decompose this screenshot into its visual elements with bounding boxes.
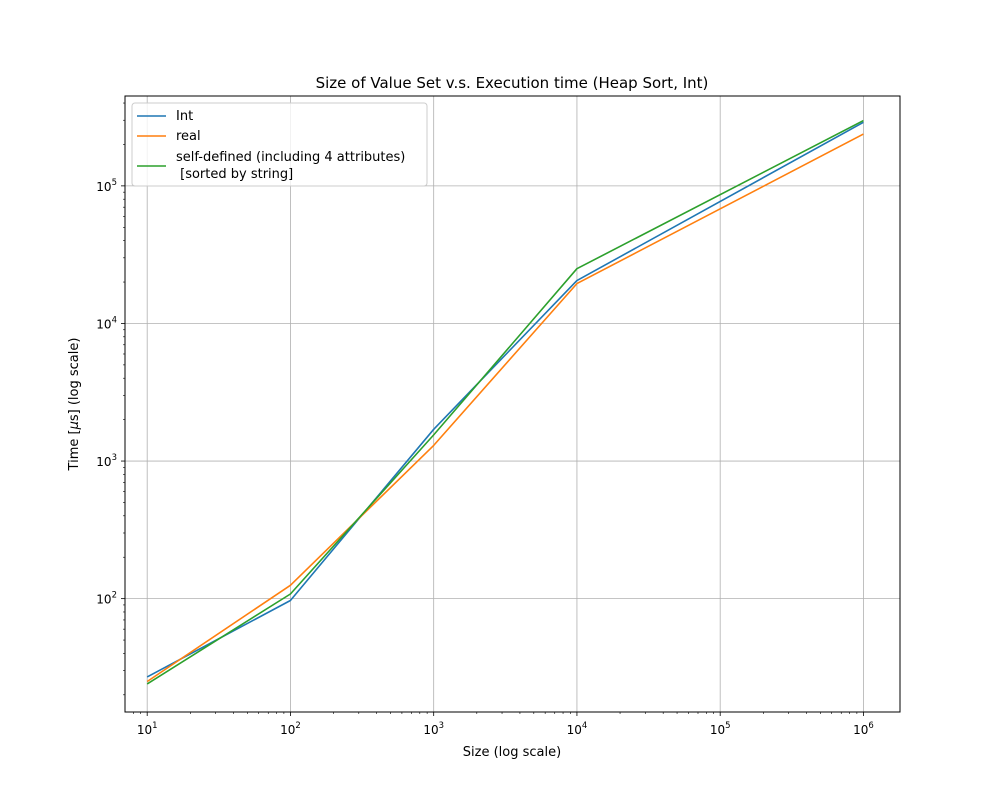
x-tick-label-exponent: 4	[582, 721, 587, 731]
legend: Int real self-defined (including 4 attri…	[131, 102, 428, 187]
x-tick-label-exponent: 5	[725, 721, 730, 731]
y-tick-label: 102	[96, 591, 117, 607]
x-tick-label: 101	[137, 721, 158, 737]
y-tick-label: 103	[96, 453, 117, 469]
legend-box	[131, 102, 428, 187]
chart-title: Size of Value Set v.s. Execution time (H…	[316, 74, 709, 92]
x-tick-label: 103	[423, 721, 444, 737]
plot-area-frame	[124, 95, 901, 713]
y-tick-label-exponent: 4	[112, 315, 117, 325]
x-tick-label-exponent: 6	[868, 721, 873, 731]
y-tick-label-base: 10	[96, 180, 111, 194]
series-line-real	[146, 133, 864, 683]
y-tick-label-exponent: 3	[112, 453, 117, 463]
x-tick-label: 105	[710, 721, 731, 737]
series-line-int	[146, 121, 864, 678]
x-tick-label-base: 10	[710, 723, 725, 737]
x-tick-label: 106	[853, 721, 874, 737]
x-axis-label: Size (log scale)	[463, 745, 561, 760]
x-tick-label-exponent: 1	[152, 721, 157, 731]
y-tick-label-exponent: 5	[112, 178, 117, 188]
y-tick-label-base: 10	[96, 455, 111, 469]
y-tick-label: 105	[96, 178, 117, 194]
x-tick-labels: 101 102 103 104 105 106	[137, 721, 874, 737]
legend-label-self-defined-line-2: [sorted by string]	[176, 167, 293, 182]
legend-label-real: real	[176, 129, 201, 144]
y-tick-label-base: 10	[96, 593, 111, 607]
series-lines	[146, 119, 864, 685]
x-tick-label-base: 10	[137, 723, 152, 737]
y-tick-label: 104	[96, 315, 117, 331]
y-tick-label-base: 10	[96, 317, 111, 331]
x-tick-label-base: 10	[567, 723, 582, 737]
grid-lines	[125, 96, 900, 712]
legend-label-int: Int	[176, 109, 193, 124]
y-axis-label-prefix: Time [	[67, 429, 82, 471]
x-tick-label-exponent: 3	[439, 721, 444, 731]
y-axis-label: Time [μs] (log scale)	[67, 338, 82, 472]
x-tick-label-base: 10	[280, 723, 295, 737]
legend-label-self-defined-line-1: self-defined (including 4 attributes)	[176, 150, 405, 165]
y-axis-label-suffix: s] (log scale)	[67, 338, 82, 422]
x-tick-label: 102	[280, 721, 301, 737]
x-tick-label-base: 10	[853, 723, 868, 737]
series-line-self-defined	[146, 119, 864, 685]
x-tick-label: 104	[567, 721, 588, 737]
x-tick-label-exponent: 2	[295, 721, 300, 731]
y-axis-label-mu: μ	[67, 421, 82, 430]
x-tick-label-base: 10	[423, 723, 438, 737]
y-tick-label-exponent: 2	[112, 591, 117, 601]
